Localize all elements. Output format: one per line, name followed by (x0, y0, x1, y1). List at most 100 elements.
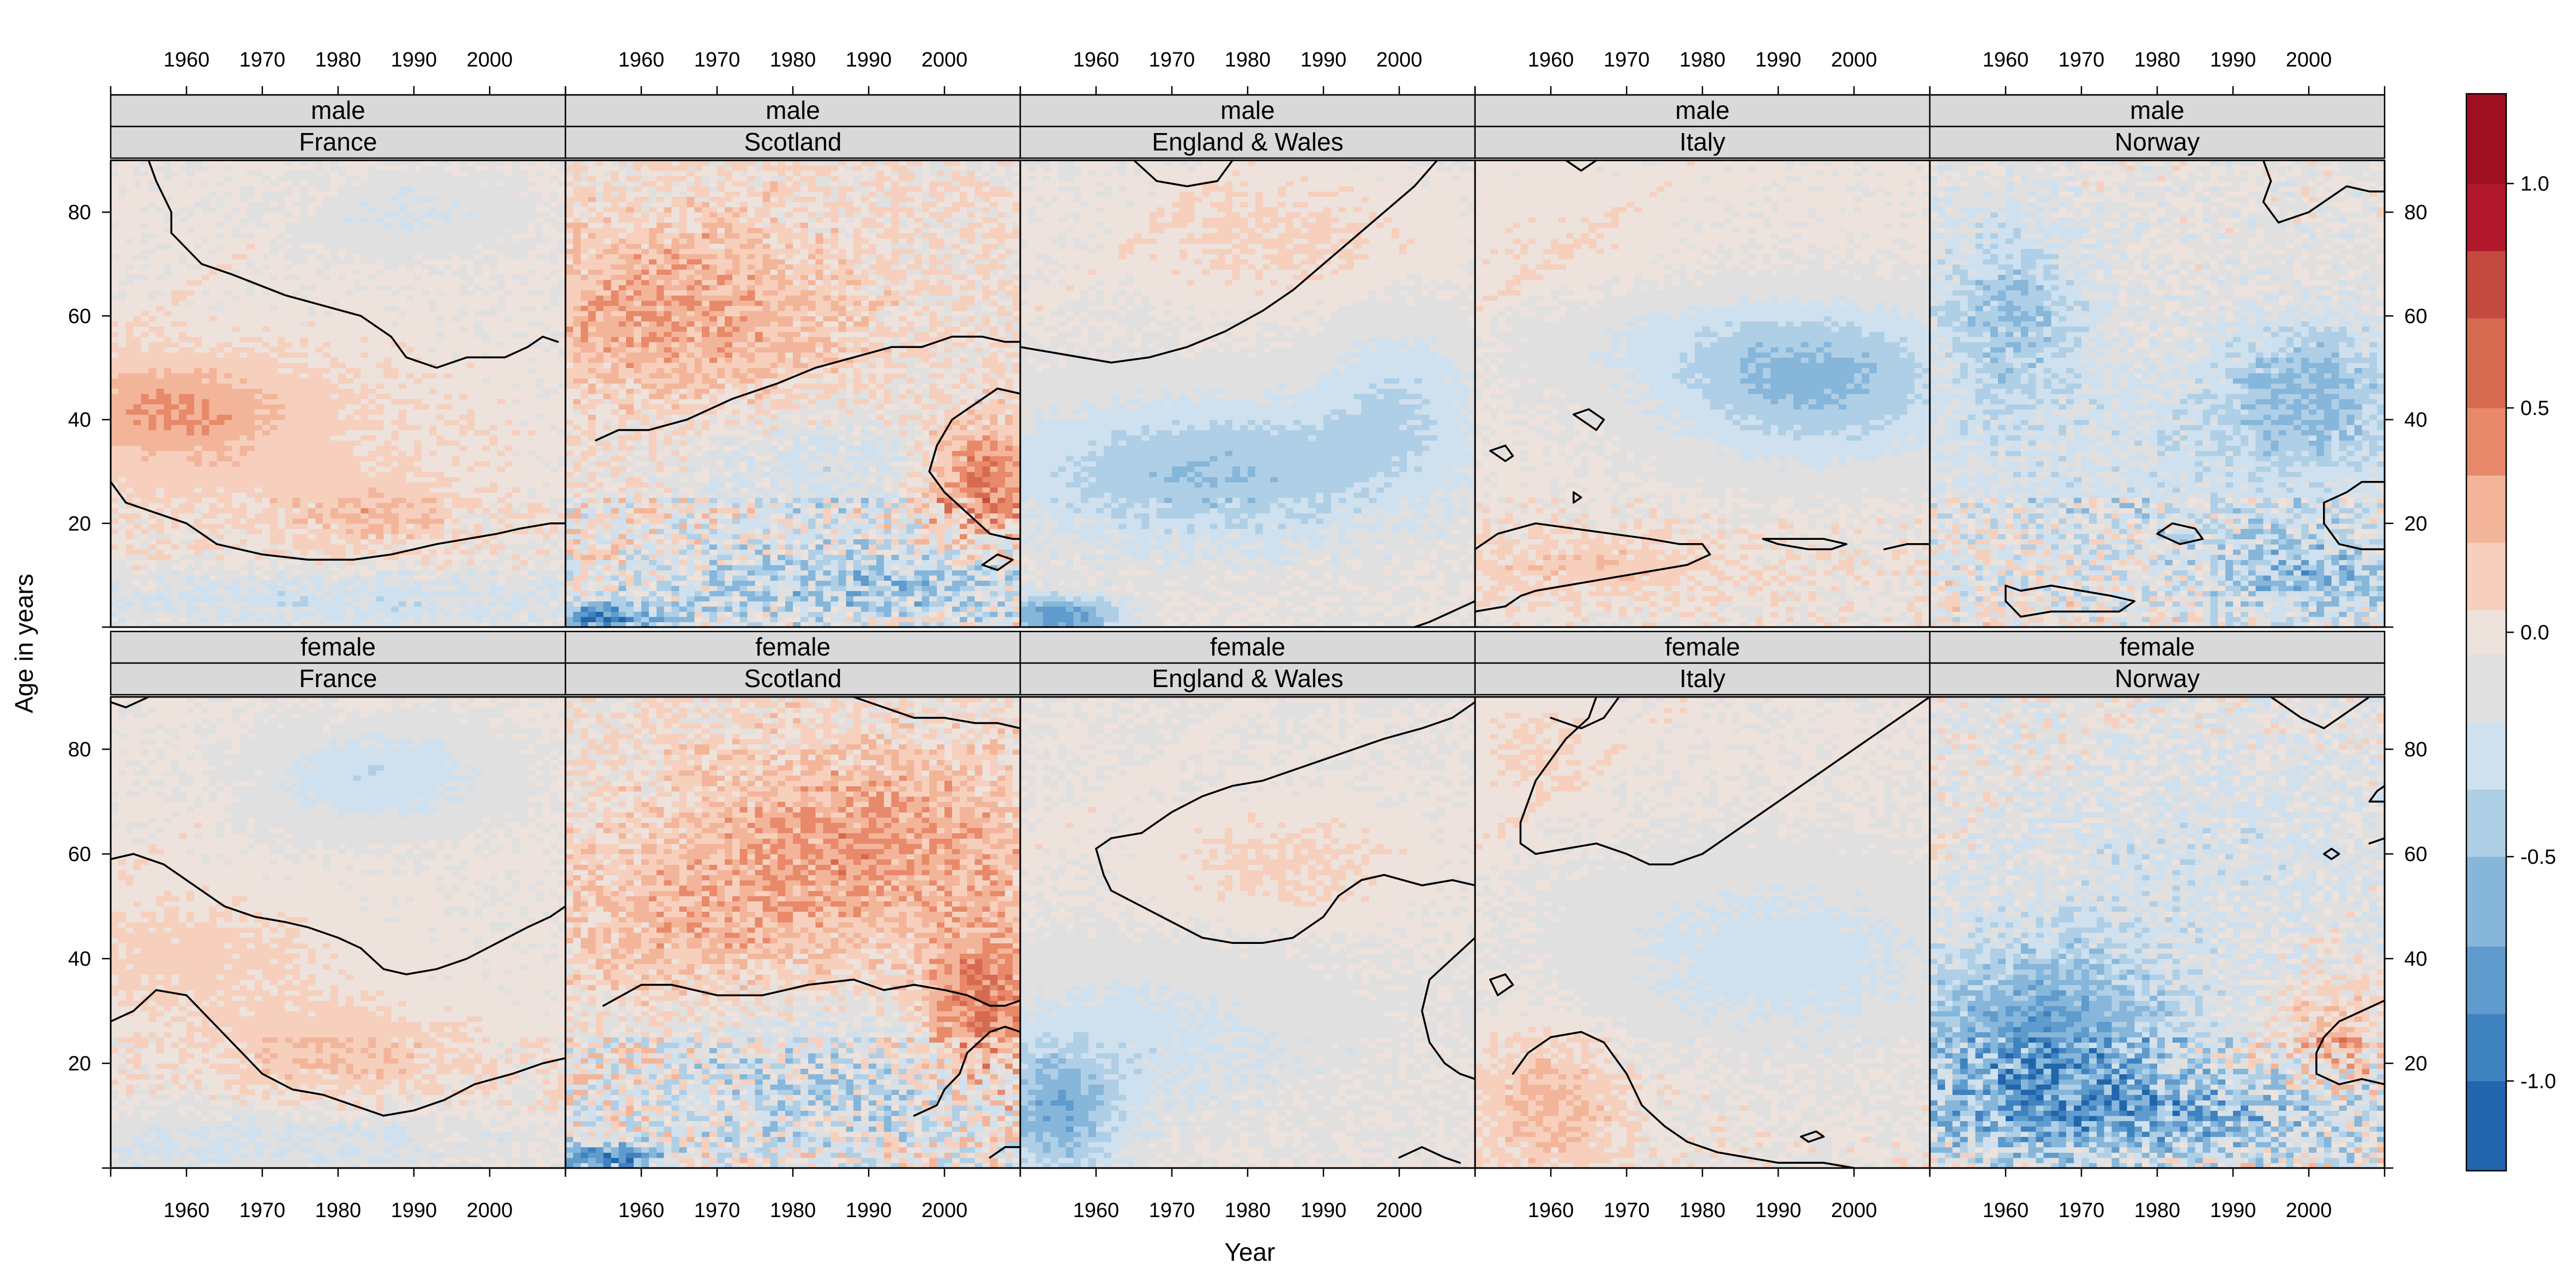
strip-country (564, 662, 1021, 696)
x-tick-label: 1990 (1755, 1199, 1802, 1222)
contour-line (1572, 408, 1605, 431)
heatmap-cells (565, 697, 1021, 1169)
strip-country-label: Scotland (744, 128, 841, 156)
x-tick-label: 1990 (2210, 1199, 2256, 1222)
contour-line (913, 1026, 1021, 1117)
contour-line (147, 159, 559, 369)
strip-sex-label: female (1210, 633, 1285, 661)
contour-line (2270, 696, 2370, 730)
x-tick-label: 1980 (1680, 1199, 1726, 1222)
contour-lines (1095, 701, 1476, 1164)
strip-sex-label: female (1665, 633, 1740, 661)
x-tick-label: 1970 (239, 1199, 286, 1222)
strip-sex-label: female (2120, 633, 2195, 661)
contour-line (1883, 543, 1931, 551)
contour-line (852, 696, 1021, 730)
strip-sex (1929, 630, 2386, 664)
strip-sex (1474, 94, 1931, 128)
y-tick-label: 20 (68, 1052, 91, 1075)
strip-sex (564, 94, 1021, 128)
panel-female-england-wales: female England & Wales (1019, 630, 1476, 1169)
contour-lines (2005, 159, 2386, 618)
contour-line (2315, 1000, 2386, 1086)
strip-country (564, 125, 1021, 159)
strip-country (1019, 662, 1476, 696)
contour-line (1095, 847, 1476, 944)
colorbar-bin (2466, 722, 2506, 790)
contour-line (602, 978, 1021, 1007)
contour-line (1519, 696, 1931, 865)
x-tick-label: 1960 (618, 49, 665, 71)
strip-country (1929, 125, 2386, 159)
panel-frame (1929, 159, 2386, 628)
contour-line (1019, 159, 1439, 364)
strip-country-label: England & Wales (1152, 128, 1343, 156)
heatmap-cells (1020, 697, 1476, 1169)
colorbar-bin (2466, 542, 2506, 610)
x-tick-label: 1990 (1301, 1199, 1347, 1222)
x-tick-label: 1980 (2134, 49, 2181, 71)
x-tick-label: 1990 (1301, 49, 1347, 71)
contour-line (2156, 522, 2204, 545)
panel-female-france: female France (110, 630, 567, 1169)
contour-line (928, 387, 1021, 540)
colorbar-bin (2466, 610, 2506, 655)
contour-line (110, 480, 567, 561)
heatmap-cells (1020, 160, 1476, 628)
strip-country-label: France (299, 128, 377, 156)
y-tick-label: 20 (68, 513, 91, 535)
colorbar: -1.0 -0.5 0.0 0.5 1.0 (2465, 93, 2556, 1172)
colorbar-bin (2466, 183, 2506, 251)
x-tick-label: 1980 (1680, 49, 1726, 71)
strip-country-label: Scotland (744, 664, 841, 693)
contour-line (110, 853, 567, 976)
colorbar-bin (2466, 408, 2506, 476)
x-tick-label: 1990 (391, 1199, 437, 1222)
heatmap-cells (565, 160, 1021, 628)
contour-line (110, 989, 567, 1117)
x-tick-label: 1990 (846, 49, 892, 71)
x-tick-label: 1980 (770, 1199, 816, 1222)
strip-sex (1929, 94, 2386, 128)
x-tick-label: 1960 (164, 49, 210, 71)
strip-sex (110, 630, 567, 664)
strip-country (1474, 125, 1931, 159)
x-tick-label: 1960 (1073, 1199, 1120, 1222)
y-tick-label: 80 (2404, 738, 2427, 761)
x-tick-label: 1970 (1604, 1199, 1650, 1222)
contour-line (1762, 538, 1847, 551)
contour-line (2368, 837, 2386, 845)
x-axis-label: Year (1225, 1238, 1275, 1266)
x-tick-label: 1960 (1073, 49, 1120, 71)
x-tick-label: 1970 (2059, 1199, 2105, 1222)
x-tick-label: 1960 (1983, 49, 2029, 71)
x-tick-label: 2000 (1376, 1199, 1423, 1222)
panel-male-scotland: male Scotland (564, 94, 1021, 628)
y-tick-label: 60 (68, 305, 91, 328)
contour-line (1489, 444, 1514, 462)
strip-country (1019, 125, 1476, 159)
strip-sex (564, 630, 1021, 664)
contour-line (2005, 585, 2136, 618)
heatmap-cells (1475, 697, 1930, 1169)
colorbar-tick-label: 1.0 (2520, 173, 2549, 196)
y-tick-label: 80 (2404, 201, 2427, 224)
y-tick-label: 20 (2404, 513, 2427, 535)
strip-country-label: Norway (2115, 664, 2200, 693)
x-tick-label: 1960 (164, 1199, 210, 1222)
colorbar-tick-label: -1.0 (2520, 1070, 2556, 1093)
x-tick-label: 1970 (1604, 49, 1650, 71)
colorbar-bin (2466, 318, 2506, 408)
strip-sex-label: female (755, 633, 830, 661)
x-tick-label: 2000 (922, 49, 968, 71)
x-tick-label: 1970 (1149, 49, 1195, 71)
contour-lines (602, 696, 1021, 1159)
contour-line (1095, 701, 1476, 850)
x-tick-label: 1990 (2210, 49, 2256, 71)
x-tick-label: 1980 (315, 49, 362, 71)
strip-country (110, 125, 567, 159)
contour-line (2323, 480, 2386, 525)
x-tick-label: 1970 (1149, 1199, 1195, 1222)
x-tick-label: 1980 (2134, 1199, 2181, 1222)
panels-layer: male France male Scotland male England & Wale… (110, 94, 2386, 1169)
